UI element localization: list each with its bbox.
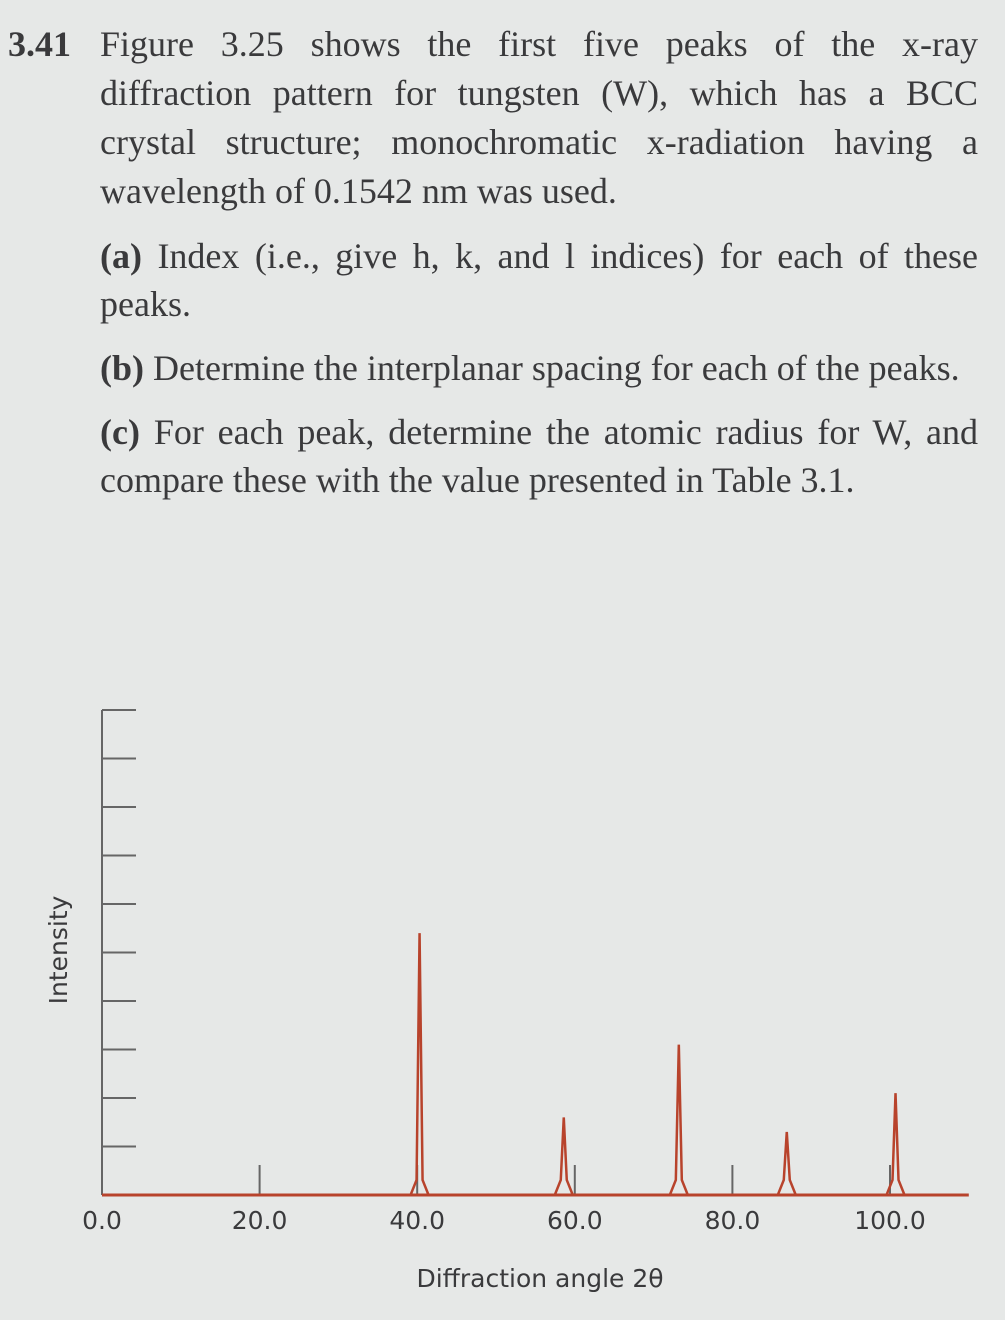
y-axis-label: Intensity [44,895,73,1004]
part: (c) For each peak, determine the atomic … [100,408,978,504]
part-text: For each peak, determine the atomic radi… [100,412,979,500]
peak [409,933,430,1196]
x-tick-label: 0.0 [82,1206,122,1235]
peak [553,1117,574,1196]
peak [776,1131,797,1196]
x-tick-label: 60.0 [547,1206,603,1235]
x-tick-label: 40.0 [389,1206,445,1235]
problem: 3.41 Figure 3.25 shows the first five pe… [8,20,978,504]
part: (a) Index (i.e., give h, k, and l indice… [100,232,978,328]
x-tick-label: 100.0 [854,1206,926,1235]
peak [668,1044,689,1196]
x-tick-label: 80.0 [705,1206,761,1235]
peak [885,1093,906,1196]
problem-statement: Figure 3.25 shows the first five peaks o… [100,24,978,211]
part: (b) Determine the interplanar spacing fo… [100,344,978,392]
part-text: Determine the interplanar spacing for ea… [153,348,960,388]
part-label: (b) [100,348,144,388]
problem-number: 3.41 [8,24,71,64]
part-text: Index (i.e., give h, k, and l indices) f… [100,236,979,324]
x-axis-label: Diffraction angle 2θ [416,1264,663,1293]
part-label: (c) [100,412,140,452]
part-label: (a) [100,236,142,276]
x-tick-label: 20.0 [232,1206,288,1235]
